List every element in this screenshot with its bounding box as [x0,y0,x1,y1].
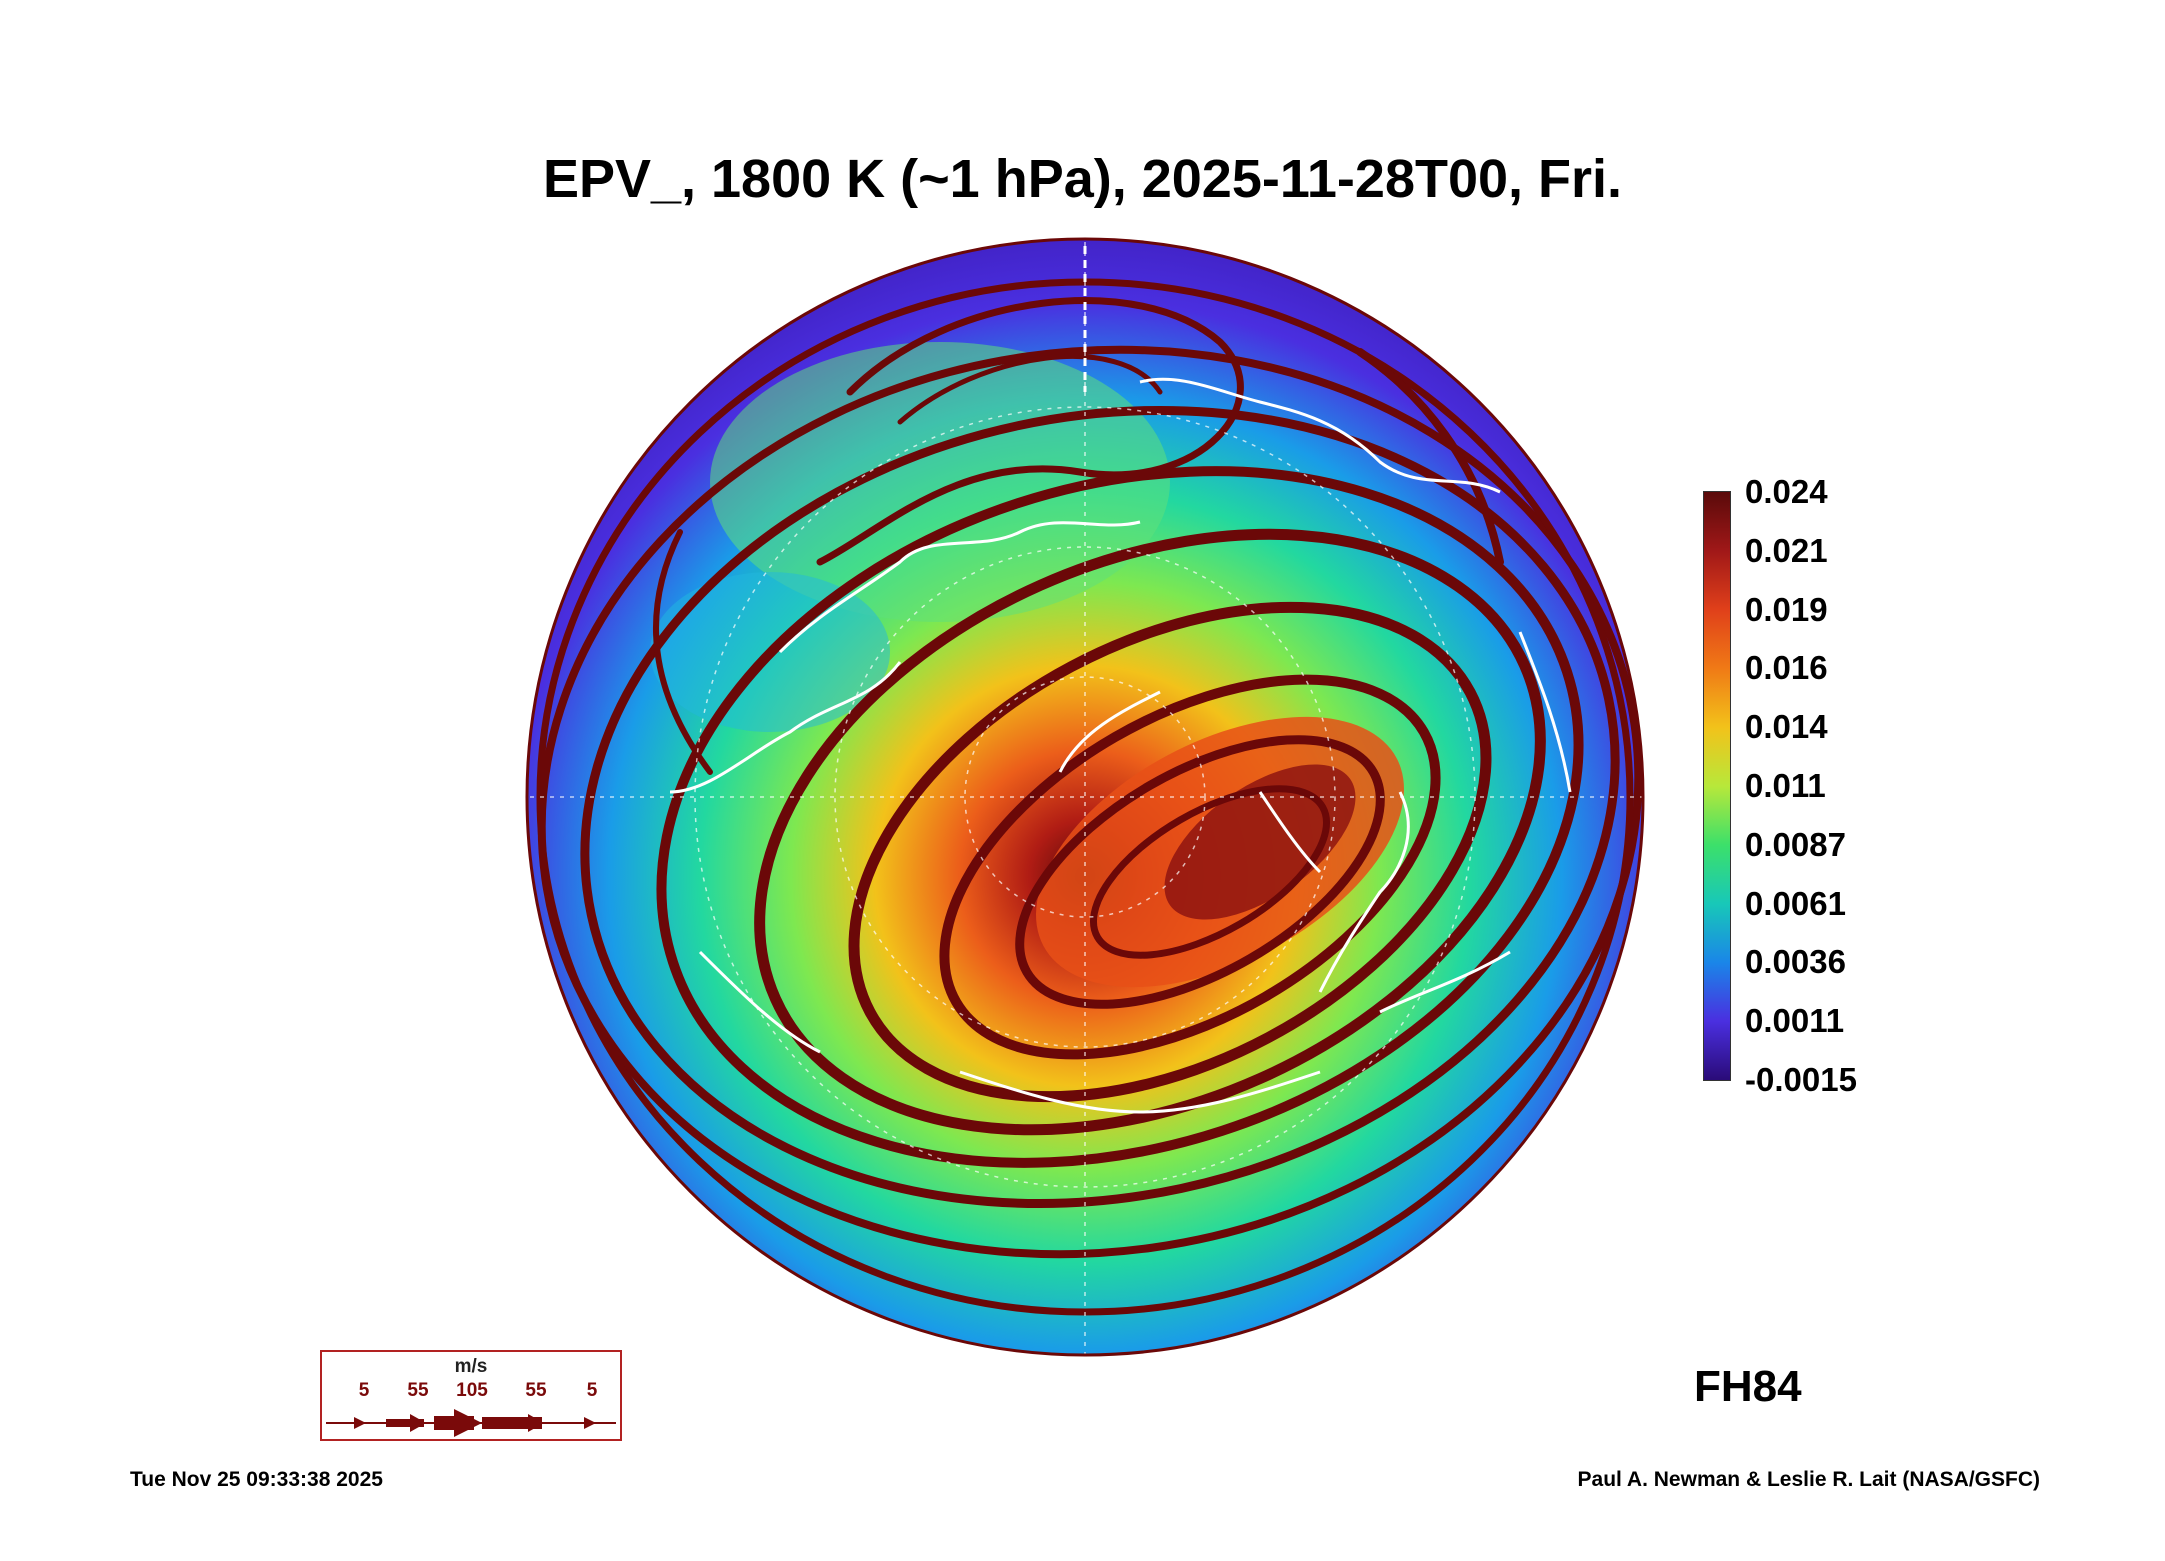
wind-speed-legend: m/s 5 55 105 55 5 [320,1350,622,1441]
legend-speed: 55 [525,1380,547,1401]
colorbar-tick-label: 0.0061 [1745,884,1846,922]
legend-speed: 55 [407,1380,429,1401]
forecast-hour-label: FH84 [1694,1362,1802,1411]
pv-field-blob-north [710,342,1170,622]
colorbar-tick-label: 0.0087 [1745,825,1846,863]
colorbar-tick-label: 0.0036 [1745,943,1846,981]
graticule [527,239,1643,1355]
pv-vortex-inner [1164,764,1356,920]
legend-speed: 5 [358,1380,370,1401]
colorbar-tick-label: 0.024 [1745,473,1828,510]
wind-streamlines [536,278,1643,1316]
footer-timestamp: Tue Nov 25 09:33:38 2025 [130,1468,383,1491]
footer-credit: Paul A. Newman & Leslie R. Lait (NASA/GS… [1577,1468,2040,1491]
coastlines [669,377,1572,1114]
colorbar-tick-label: 0.0011 [1745,1002,1845,1040]
polar-stereographic-map [525,237,1645,1357]
legend-speed: 5 [586,1380,598,1401]
map-border [525,237,1645,1357]
colorbar-tick-label: 0.019 [1745,590,1828,628]
legend-units: m/s [454,1356,488,1377]
colorbar [1703,491,1731,1081]
colorbar-tick-label: -0.0015 [1745,1061,1857,1098]
colorbar-tick-label: 0.021 [1745,531,1828,569]
colorbar-tick-label: 0.016 [1745,649,1828,687]
colorbar-tick-label: 0.014 [1745,708,1828,746]
legend-arrow-scale [326,1409,616,1437]
map-title: EPV_, 1800 K (~1 hPa), 2025-11-28T00, Fr… [542,149,1623,209]
legend-speed: 105 [456,1380,488,1401]
colorbar-tick-label: 0.011 [1745,767,1826,804]
